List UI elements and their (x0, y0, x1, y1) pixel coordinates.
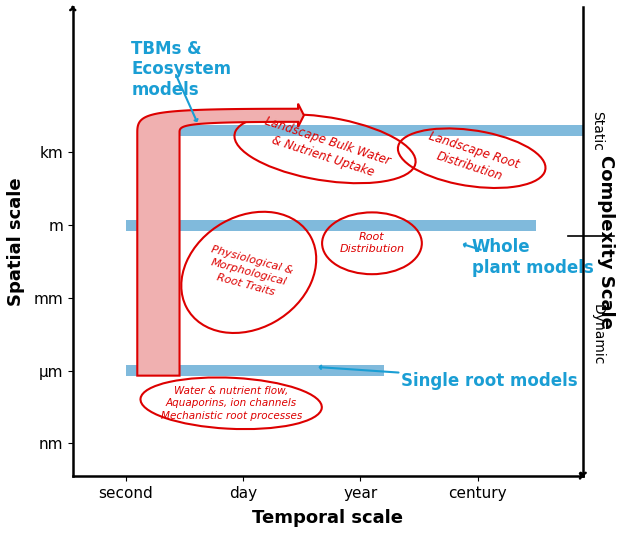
Text: Physiological &
Morphological
Root Traits: Physiological & Morphological Root Trait… (203, 245, 294, 300)
FancyBboxPatch shape (160, 125, 583, 136)
Y-axis label: Spatial scale: Spatial scale (7, 177, 25, 306)
X-axis label: Temporal scale: Temporal scale (253, 509, 404, 527)
Y-axis label: Complexity Scale: Complexity Scale (597, 154, 615, 328)
Text: Static: Static (590, 111, 604, 151)
FancyBboxPatch shape (126, 219, 536, 231)
Text: Single root models: Single root models (401, 372, 578, 390)
Text: Landscape Root
Distribution: Landscape Root Distribution (422, 130, 521, 186)
Text: Landscape Bulk Water
& Nutrient Uptake: Landscape Bulk Water & Nutrient Uptake (258, 115, 392, 183)
Text: Dynamic: Dynamic (590, 303, 604, 365)
Text: Whole
plant models: Whole plant models (471, 239, 593, 277)
Text: Root
Distribution: Root Distribution (340, 232, 404, 255)
Text: TBMs &
Ecosystem
models: TBMs & Ecosystem models (131, 40, 231, 99)
FancyBboxPatch shape (126, 365, 384, 376)
Text: Water & nutrient flow,
Aquaporins, ion channels
Mechanistic root processes: Water & nutrient flow, Aquaporins, ion c… (160, 386, 302, 421)
Polygon shape (137, 104, 304, 375)
